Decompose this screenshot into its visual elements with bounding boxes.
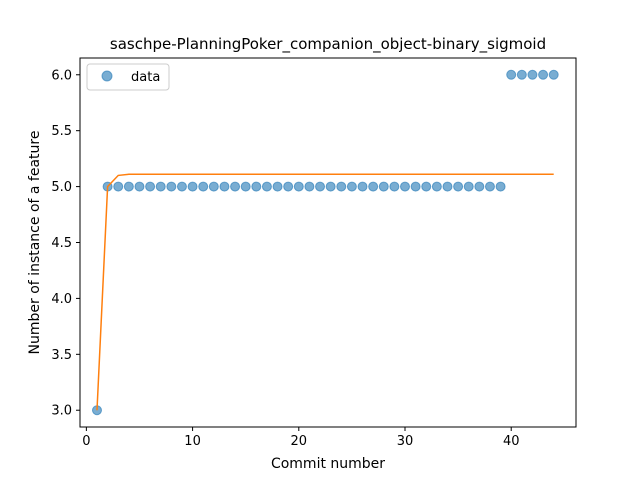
data-point bbox=[155, 181, 166, 192]
plot-marks bbox=[91, 69, 559, 416]
data-point bbox=[293, 181, 304, 192]
y-tick-label: 4.5 bbox=[51, 236, 72, 251]
data-point bbox=[453, 181, 464, 192]
data-point bbox=[261, 181, 272, 192]
data-point bbox=[166, 181, 177, 192]
x-tick-label: 20 bbox=[291, 434, 308, 449]
plot-frame bbox=[79, 57, 577, 428]
data-point bbox=[283, 181, 294, 192]
data-point bbox=[506, 69, 517, 80]
y-tick-label: 6.0 bbox=[51, 68, 72, 83]
x-tick-label: 10 bbox=[184, 434, 201, 449]
chart-title: saschpe-PlanningPoker_companion_object-b… bbox=[110, 35, 546, 54]
data-point bbox=[368, 181, 379, 192]
legend: data bbox=[86, 63, 170, 91]
data-point bbox=[176, 181, 187, 192]
data-point bbox=[272, 181, 283, 192]
data-point bbox=[474, 181, 485, 192]
data-point bbox=[123, 181, 134, 192]
data-point bbox=[442, 181, 453, 192]
y-tick-label: 3.0 bbox=[51, 404, 72, 419]
y-tick-label: 5.0 bbox=[51, 180, 72, 195]
data-point bbox=[548, 69, 559, 80]
data-point bbox=[208, 181, 219, 192]
y-tick-label: 5.5 bbox=[51, 124, 72, 139]
x-tick-label: 40 bbox=[503, 434, 520, 449]
legend-marker-data bbox=[101, 70, 113, 82]
data-point bbox=[463, 181, 474, 192]
data-point bbox=[251, 181, 262, 192]
data-point bbox=[219, 181, 230, 192]
data-point bbox=[431, 181, 442, 192]
data-point bbox=[113, 181, 124, 192]
data-point bbox=[357, 181, 368, 192]
data-point bbox=[315, 181, 326, 192]
data-point bbox=[134, 181, 145, 192]
x-tick-label: 0 bbox=[82, 434, 90, 449]
data-point bbox=[527, 69, 538, 80]
data-point bbox=[240, 181, 251, 192]
x-axis: 0 10 20 30 40 bbox=[82, 427, 519, 449]
data-point bbox=[325, 181, 336, 192]
legend-box bbox=[86, 63, 170, 91]
data-point bbox=[389, 181, 400, 192]
data-point bbox=[495, 181, 506, 192]
data-point bbox=[538, 69, 549, 80]
data-point bbox=[516, 69, 527, 80]
y-axis-label: Number of instance of a feature bbox=[27, 131, 43, 355]
data-point bbox=[187, 181, 198, 192]
data-point bbox=[400, 181, 410, 192]
y-tick-label: 4.0 bbox=[51, 292, 72, 307]
y-axis: 3.0 3.5 4.0 4.5 5.0 5.5 6.0 bbox=[51, 68, 80, 419]
data-point bbox=[230, 181, 241, 192]
data-point bbox=[378, 181, 389, 192]
data-point bbox=[336, 181, 347, 192]
data-point bbox=[421, 181, 432, 192]
data-point bbox=[484, 181, 495, 192]
legend-label-data: data bbox=[131, 70, 160, 85]
data-point bbox=[346, 181, 357, 192]
x-tick-label: 30 bbox=[397, 434, 414, 449]
data-point bbox=[198, 181, 209, 192]
data-point bbox=[145, 181, 156, 192]
fit-line bbox=[96, 173, 554, 411]
data-point bbox=[410, 181, 421, 192]
x-axis-label: Commit number bbox=[271, 456, 385, 472]
data-point bbox=[304, 181, 315, 192]
y-tick-label: 3.5 bbox=[51, 348, 72, 363]
